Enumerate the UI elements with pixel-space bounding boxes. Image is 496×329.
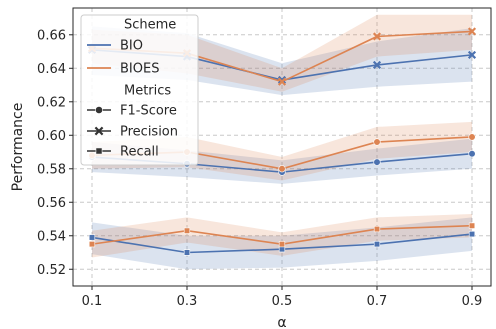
legend-metrics-title: Metrics: [124, 84, 171, 99]
bioes-f1-score-point: [278, 165, 286, 173]
bio-precision-point: [277, 75, 287, 85]
y-tick-label: 0.64: [37, 62, 66, 77]
legend-box: [80, 14, 199, 166]
bio-precision-point: [467, 50, 477, 59]
legend-scheme-title: Scheme: [124, 18, 176, 33]
x-tick-label: 0.7: [367, 294, 388, 309]
legend-precision-marker: [94, 126, 104, 136]
x-axis-label: α: [277, 315, 286, 329]
bioes-precision-point: [467, 27, 477, 36]
y-axis-label: Performance: [10, 103, 26, 192]
legend-bioes-label: BIOES: [120, 62, 159, 77]
y-tick-label: 0.52: [37, 263, 66, 278]
y-tick-label: 0.60: [37, 129, 66, 144]
bio-precision-point: [372, 60, 382, 70]
bioes-precision-point: [277, 77, 287, 86]
bioes-recall-point: [373, 225, 381, 233]
legend-f1-score-marker: [95, 106, 103, 114]
bio-recall-point: [88, 234, 96, 241]
x-tick-label: 0.5: [272, 294, 293, 309]
bio-recall-point: [468, 230, 476, 238]
bioes-precision-point: [372, 32, 382, 41]
bioes-recall-point: [183, 227, 191, 234]
legend-bio-label: BIO: [120, 39, 143, 54]
y-tick-label: 0.62: [37, 95, 66, 110]
bio-f1-score-point: [468, 150, 476, 158]
bioes-f1-score-point: [468, 133, 476, 141]
legend-f1-score-label: F1-Score: [120, 104, 177, 119]
y-tick-label: 0.54: [37, 229, 66, 244]
y-tick-label: 0.56: [37, 196, 66, 211]
bio-f1-score-point: [373, 158, 381, 166]
x-tick-label: 0.1: [82, 294, 103, 309]
bioes-recall-point: [88, 241, 96, 248]
x-tick-label: 0.9: [462, 294, 483, 309]
y-tick-label: 0.58: [37, 162, 66, 177]
y-tick-label: 0.66: [37, 28, 66, 43]
legend: Scheme Metrics BIO BIOES F1-Score Precision…: [80, 14, 199, 166]
bioes-recall-point: [468, 222, 476, 229]
bio-recall-point: [373, 241, 381, 248]
axis-ticks: 0.1 0.3 0.5 0.7 0.9 0.52 0.54 0.56 0.58 0.60 0.62 0…: [37, 28, 482, 309]
legend-recall-label: Recall: [120, 145, 159, 160]
bio-f1-score-band: [92, 138, 472, 184]
legend-recall-marker: [95, 147, 103, 155]
x-tick-label: 0.3: [177, 294, 198, 309]
legend-precision-label: Precision: [120, 125, 178, 140]
bio-recall-point: [183, 249, 191, 256]
bioes-f1-score-point: [373, 138, 381, 146]
bioes-recall-band: [92, 213, 472, 258]
bioes-recall-point: [278, 241, 286, 248]
legend-items: BIO BIOES F1-Score Precision Recall: [87, 39, 178, 160]
